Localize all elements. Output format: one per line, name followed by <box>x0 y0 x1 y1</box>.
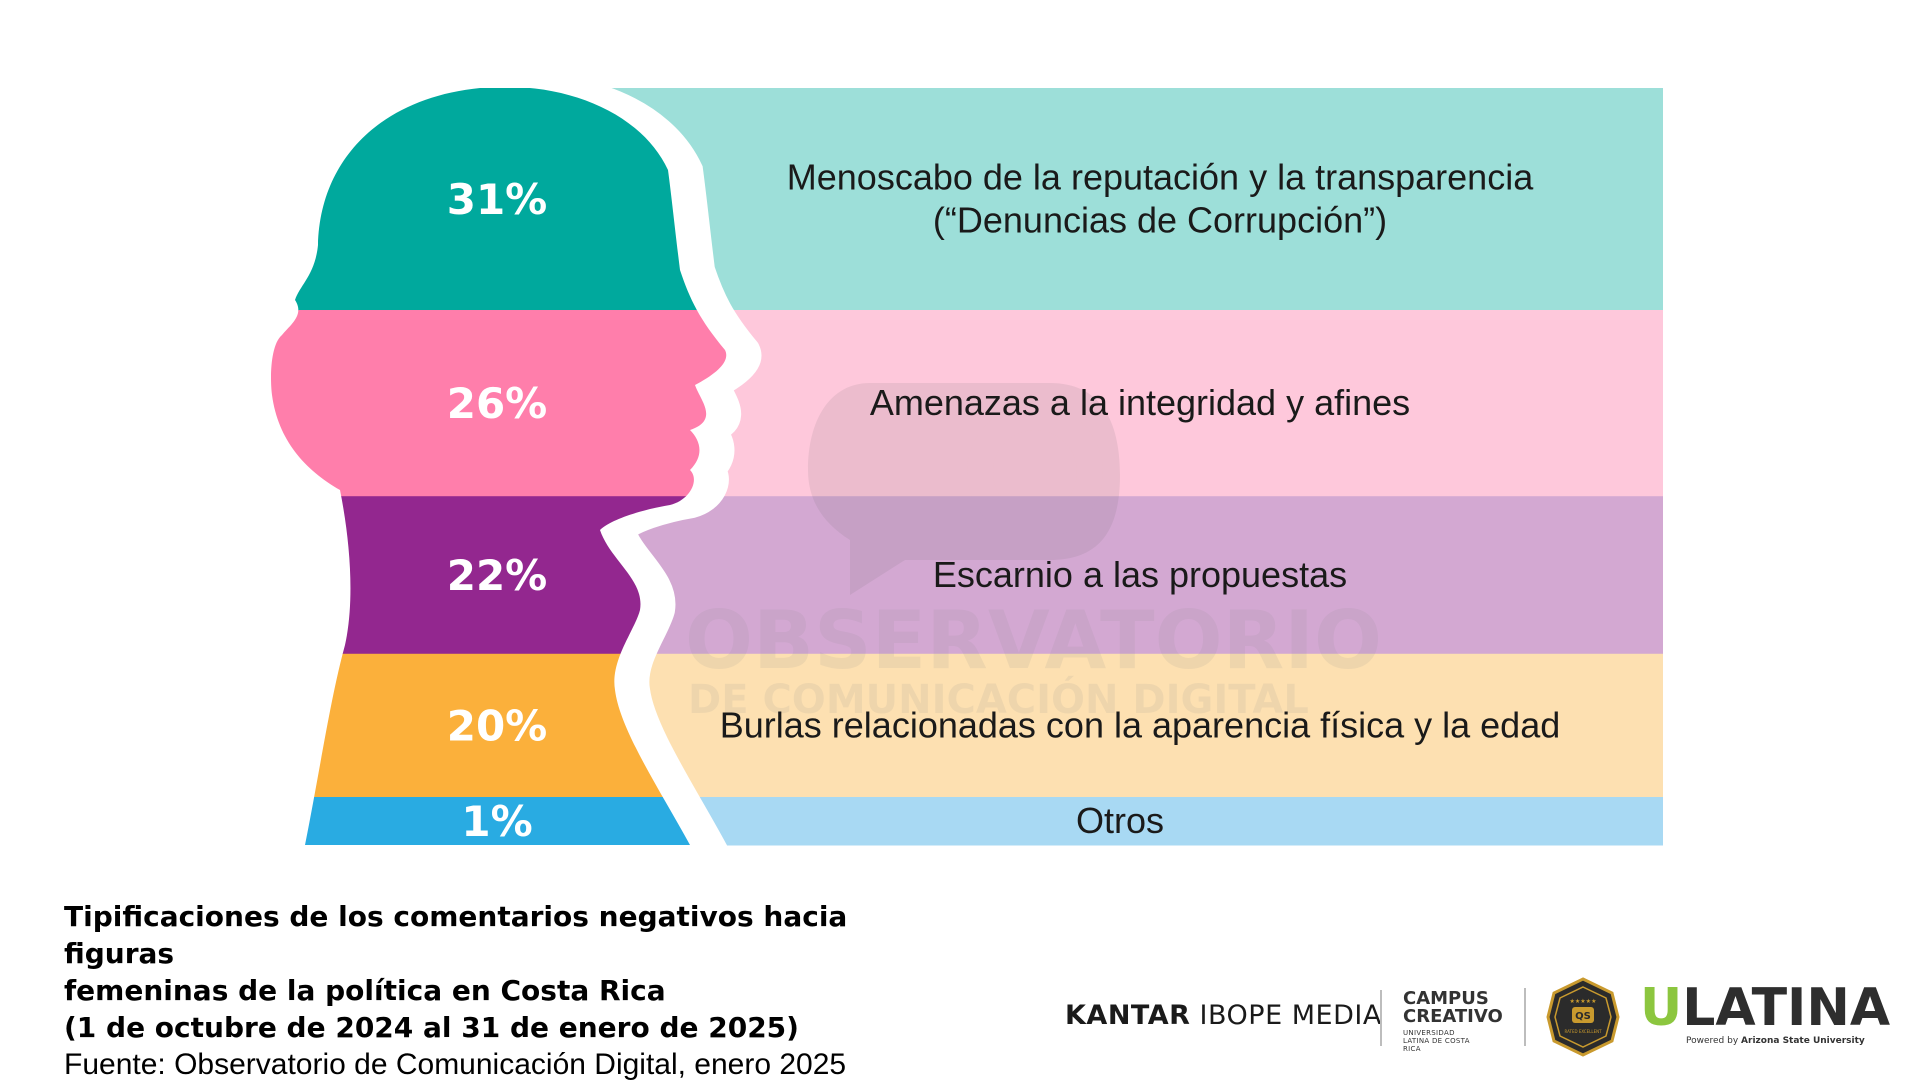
watermark-line2: DE COMUNICACIÓN DIGITAL <box>688 675 1309 723</box>
logo-divider <box>1524 988 1526 1046</box>
ulatina-powered: Powered by <box>1686 1036 1739 1046</box>
kantar-logo-bold: KANTAR <box>1065 1000 1191 1031</box>
caption-title-line2: femeninas de la política en Costa Rica <box>64 974 666 1007</box>
category-label-3: Escarnio a las propuestas <box>933 554 1347 595</box>
band-1 <box>560 88 1663 311</box>
ulatina-u: U <box>1640 978 1683 1038</box>
chart-caption: Tipificaciones de los comentarios negati… <box>64 898 964 1084</box>
kantar-logo-rest: IBOPE MEDIA <box>1199 1000 1382 1031</box>
campus-sub: UNIVERSIDAD LATINA DE COSTA RICA <box>1403 1029 1470 1053</box>
badge-text: QS <box>1575 1011 1591 1022</box>
logo-divider <box>1380 990 1382 1046</box>
ulatina-logo: ULATINA Powered by Arizona State Univers… <box>1640 982 1890 1046</box>
band-3 <box>560 496 1663 655</box>
caption-title-line1: Tipificaciones de los comentarios negati… <box>64 900 848 970</box>
category-label-4: Burlas relacionadas con la aparencia fís… <box>720 704 1561 745</box>
category-label-5: Otros <box>1076 800 1164 841</box>
bar-2 <box>271 310 727 497</box>
bar-5 <box>271 797 727 845</box>
ulatina-asu: Arizona State University <box>1741 1036 1865 1046</box>
value-label-1: 31% <box>447 175 548 224</box>
caption-source: Fuente: Observatorio de Comunicación Dig… <box>64 1048 847 1081</box>
svg-text:★★★★★: ★★★★★ <box>1570 998 1597 1005</box>
badge-sub: RATED EXCELLENT <box>1564 1029 1602 1034</box>
value-label-2: 26% <box>447 379 548 428</box>
kantar-ibope-logo: KANTAR IBOPE MEDIA <box>1065 1000 1382 1031</box>
category-label-1-line2: (“Denuncias de Corrupción”) <box>933 200 1387 241</box>
watermark-line1: OBSERVATORIO <box>685 594 1382 687</box>
watermark: OBSERVATORIO DE COMUNICACIÓN DIGITAL <box>685 383 1382 723</box>
campus-line2: CREATIVO <box>1403 1006 1503 1027</box>
ulatina-rest: LATINA <box>1682 978 1891 1038</box>
caption-title-line3: (1 de octubre de 2024 al 31 de enero de … <box>64 1011 799 1044</box>
value-label-4: 20% <box>447 701 548 750</box>
campus-line1: CAMPUS <box>1403 988 1489 1009</box>
category-label-2: Amenazas a la integridad y afines <box>870 382 1410 423</box>
speech-bubble-icon <box>808 383 1120 595</box>
band-5 <box>560 797 1663 846</box>
value-label-5: 1% <box>461 797 532 846</box>
category-bands <box>560 88 1663 846</box>
qs-badge-icon: QS RATED EXCELLENT ★★★★★ <box>1546 977 1620 1057</box>
value-label-3: 22% <box>447 551 548 600</box>
chart: OBSERVATORIO DE COMUNICACIÓN DIGITAL 31%… <box>271 0 1663 880</box>
band-4 <box>560 653 1663 798</box>
category-label-1-line1: Menoscabo de la reputación y la transpar… <box>787 157 1534 198</box>
bubble-circle-icon <box>967 404 1103 540</box>
campus-creativo-logo: CAMPUS CREATIVO UNIVERSIDAD LATINA DE CO… <box>1403 988 1503 1054</box>
